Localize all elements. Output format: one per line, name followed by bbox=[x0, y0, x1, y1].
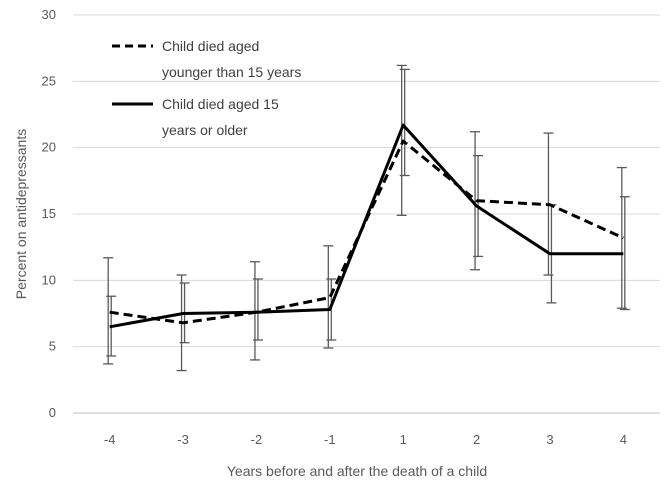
x-tick-label: 4 bbox=[620, 432, 627, 447]
series-line-2 bbox=[109, 123, 624, 329]
error-bar bbox=[323, 245, 334, 349]
series-line-1 bbox=[109, 139, 624, 325]
y-tick-label: 5 bbox=[49, 339, 56, 354]
error-bar bbox=[103, 257, 114, 365]
gridlines bbox=[73, 14, 660, 414]
error-bar bbox=[252, 278, 263, 341]
x-tick-label: -3 bbox=[177, 432, 189, 447]
error-bar bbox=[619, 196, 630, 311]
y-tick-label: 15 bbox=[42, 206, 56, 221]
x-tick-label: -2 bbox=[251, 432, 263, 447]
y-tick-labels: 0 5 10 15 20 25 30 bbox=[42, 7, 56, 420]
x-tick-label: 3 bbox=[546, 432, 553, 447]
legend-label-series-2-line-2: years or older bbox=[162, 122, 248, 138]
y-tick-label: 25 bbox=[42, 73, 56, 88]
series-lines bbox=[109, 123, 624, 329]
y-tick-label: 20 bbox=[42, 140, 56, 155]
y-tick-label: 10 bbox=[42, 272, 56, 287]
legend-label-series-2-line-1: Child died aged 15 bbox=[162, 96, 279, 112]
y-tick-label: 30 bbox=[42, 7, 56, 22]
x-tick-label: -1 bbox=[324, 432, 336, 447]
legend-label-series-1-line-2: younger than 15 years bbox=[162, 64, 301, 80]
error-bar bbox=[396, 64, 407, 216]
x-tick-label: 2 bbox=[473, 432, 480, 447]
y-axis-title: Percent on antidepressants bbox=[13, 129, 29, 299]
legend-label-series-1-line-1: Child died aged bbox=[162, 38, 259, 54]
error-bar bbox=[399, 68, 410, 177]
x-axis-title: Years before and after the death of a ch… bbox=[227, 463, 487, 479]
x-tick-labels: -4 -3 -2 -1 1 2 3 4 bbox=[104, 432, 627, 447]
legend: Child died aged younger than 15 years Ch… bbox=[112, 38, 301, 138]
x-tick-label: 1 bbox=[400, 432, 407, 447]
x-tick-label: -4 bbox=[104, 432, 116, 447]
error-bar bbox=[470, 131, 481, 271]
y-tick-label: 0 bbox=[49, 405, 56, 420]
